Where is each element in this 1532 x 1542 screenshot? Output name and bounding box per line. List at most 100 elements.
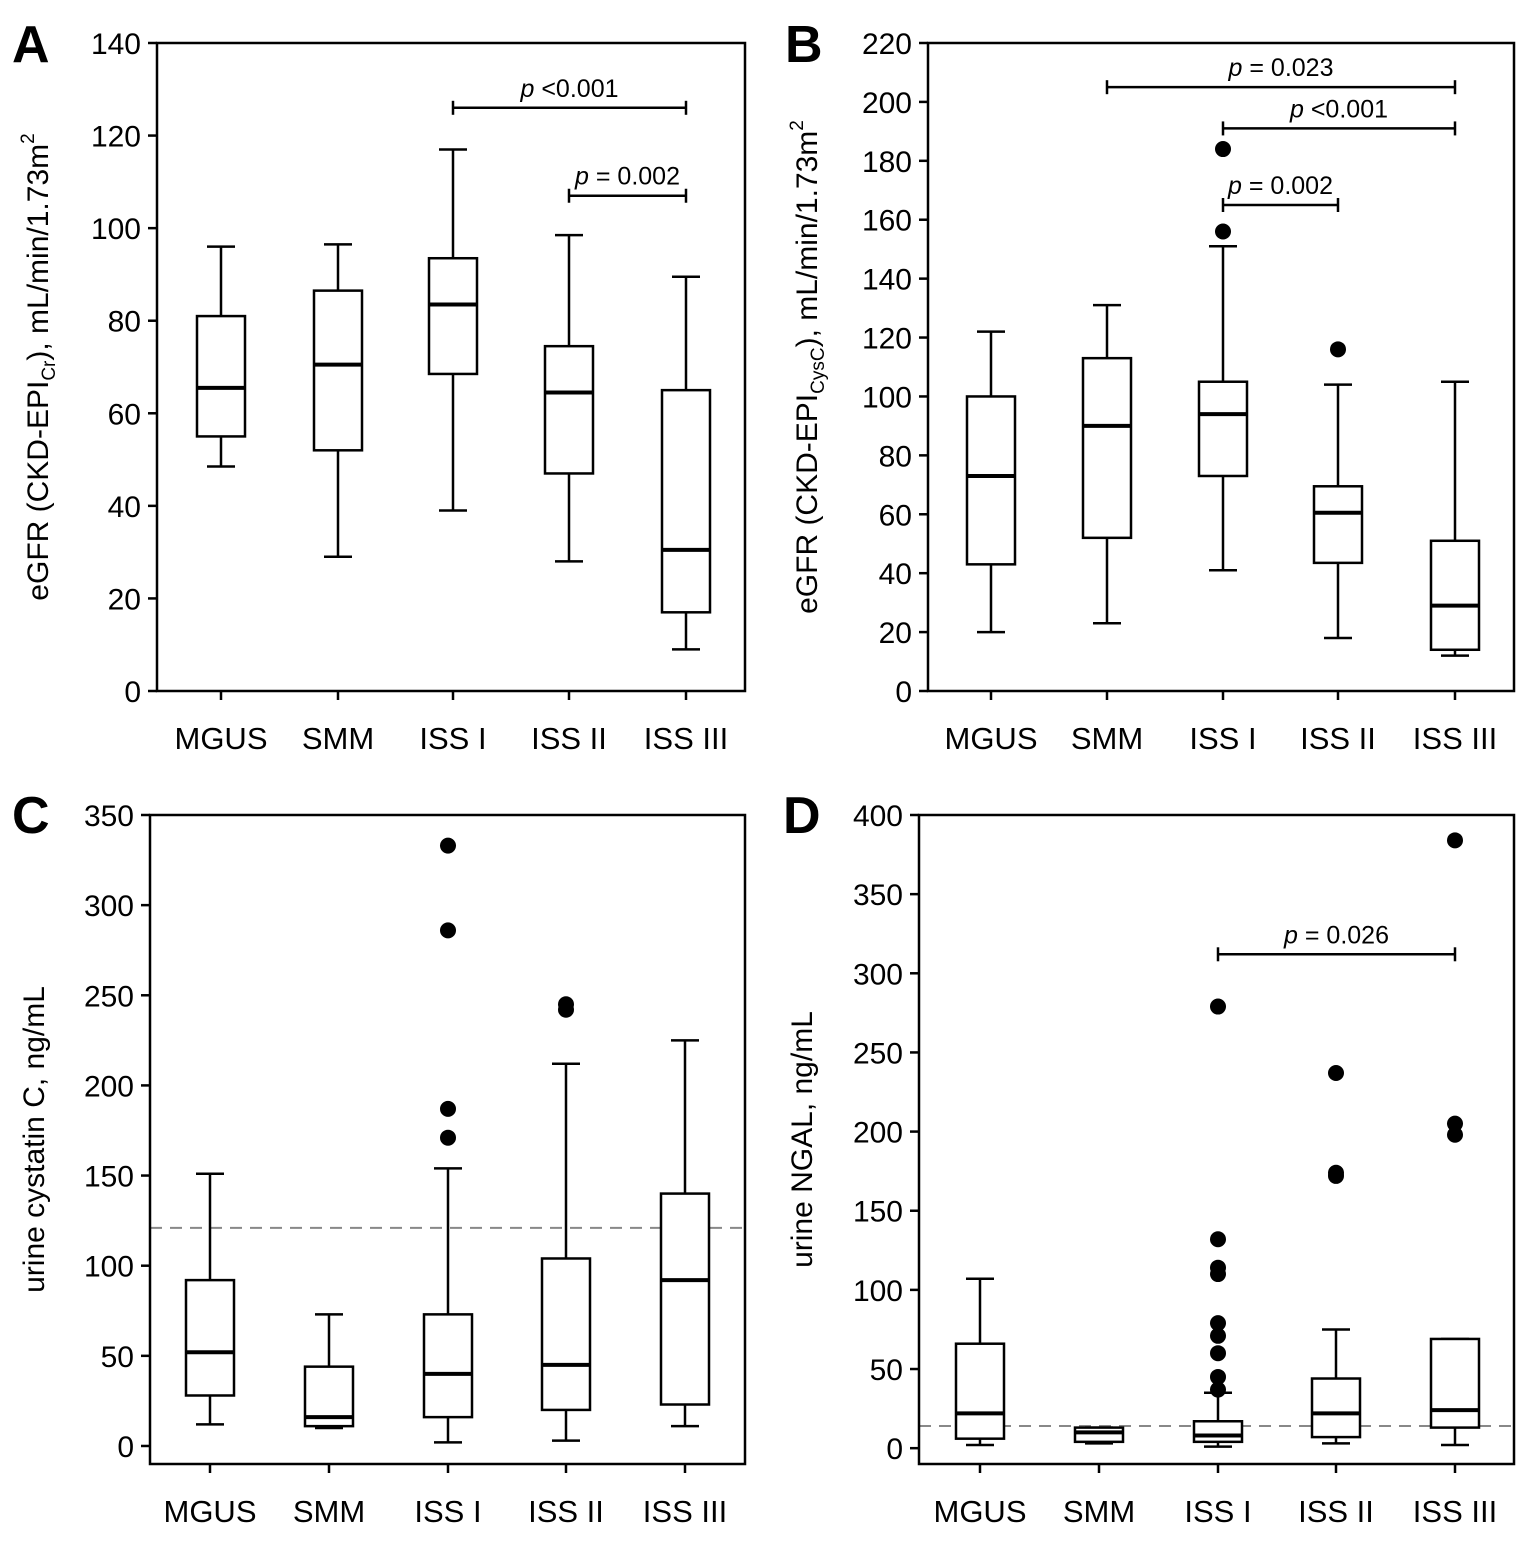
outlier-point <box>1210 1381 1226 1398</box>
panel-d: D 0 50 100 150 200 250 300 350 400 MGUS SMM ISS I ISS… <box>783 787 1516 1529</box>
y-tick-label: 200 <box>853 1117 903 1150</box>
y-tick-label: 400 <box>853 800 903 833</box>
outlier-point <box>1210 1327 1226 1344</box>
outlier-point <box>440 922 456 939</box>
y-tick-label: 300 <box>853 958 903 991</box>
outlier-point <box>1210 998 1226 1015</box>
panel-a: A 0 20 40 60 80 100 120 140 MGUS SMM ISS I ISS II ISS… <box>12 16 747 756</box>
outlier-point <box>1210 1259 1226 1276</box>
x-category-label: SMM <box>1063 1494 1135 1529</box>
outlier-point <box>1215 141 1231 158</box>
iqr-box <box>1197 380 1249 478</box>
x-category-label: ISS I <box>1189 721 1256 756</box>
box-iss-i <box>427 148 479 512</box>
iqr-box <box>660 388 712 614</box>
outlier-point <box>440 837 456 854</box>
significance-bracket: p = 0.026 <box>1216 921 1457 962</box>
iqr-box <box>659 1192 711 1406</box>
panel-letter: C <box>12 787 50 845</box>
outlier-point <box>1328 1164 1344 1181</box>
box-iss-i <box>422 837 474 1444</box>
x-category-label: ISS III <box>1413 721 1497 756</box>
outlier-point <box>1210 1315 1226 1332</box>
panel-letter: D <box>783 787 821 845</box>
iqr-box <box>195 314 247 438</box>
outlier-point <box>1210 1368 1226 1385</box>
iqr-box <box>1429 1337 1481 1429</box>
y-tick-label: 50 <box>870 1354 903 1387</box>
y-tick-label: 300 <box>84 890 134 923</box>
x-category-label: MGUS <box>934 1494 1027 1529</box>
y-tick-label: 160 <box>862 205 912 238</box>
outlier-point <box>440 1129 456 1146</box>
y-tick-label: 140 <box>91 28 141 61</box>
y-tick-label: 350 <box>84 800 134 833</box>
y-tick-label: 150 <box>84 1161 134 1194</box>
y-tick-label: 100 <box>91 213 141 246</box>
y-tick-label: 40 <box>108 491 141 524</box>
p-value-label: p = 0.026 <box>1283 921 1389 949</box>
iqr-box <box>422 1313 474 1419</box>
significance-bracket: p <0.001 <box>451 75 688 115</box>
x-category-label: ISS III <box>643 1494 727 1529</box>
p-value-label: p <0.001 <box>519 75 618 103</box>
x-category-label: MGUS <box>945 721 1038 756</box>
y-tick-label: 60 <box>879 499 912 532</box>
p-value-label: p = 0.002 <box>574 163 680 191</box>
iqr-box <box>954 1342 1006 1440</box>
iqr-box <box>1429 539 1481 652</box>
iqr-box <box>540 1257 592 1412</box>
outlier-point <box>1210 1345 1226 1362</box>
x-category-label: ISS III <box>1413 1494 1497 1529</box>
panel-letter: B <box>785 16 823 74</box>
box-iss-i <box>1192 998 1244 1448</box>
outlier-point <box>1215 223 1231 240</box>
plot-frame <box>917 813 1516 1466</box>
y-tick-label: 40 <box>879 558 912 591</box>
y-tick-label: 100 <box>853 1275 903 1308</box>
x-category-label: ISS I <box>419 721 486 756</box>
iqr-box <box>312 289 364 452</box>
x-category-label: ISS II <box>1298 1494 1374 1529</box>
x-category-label: MGUS <box>175 721 268 756</box>
panel-letter: A <box>12 16 50 74</box>
box-mgus <box>954 1277 1006 1447</box>
outlier-point <box>1447 1126 1463 1143</box>
outlier-point <box>1447 1115 1463 1132</box>
significance-bracket: p <0.001 <box>1221 95 1457 136</box>
x-category-label: ISS I <box>414 1494 481 1529</box>
box-smm <box>303 1313 355 1430</box>
outlier-point <box>1330 341 1346 358</box>
x-category-label: ISS I <box>1184 1494 1251 1529</box>
y-tick-label: 200 <box>84 1070 134 1103</box>
box-iss-iii <box>659 1039 711 1428</box>
box-iss-ii <box>1312 341 1364 640</box>
plot-frame <box>155 41 747 693</box>
y-tick-label: 140 <box>862 264 912 297</box>
y-tick-label: 200 <box>862 87 912 120</box>
p-value-label: p = 0.023 <box>1228 54 1334 82</box>
x-category-label: SMM <box>1071 721 1143 756</box>
y-tick-label: 150 <box>853 1196 903 1229</box>
p-value-label: p = 0.002 <box>1227 172 1333 200</box>
box-iss-iii <box>1429 380 1481 657</box>
box-iss-ii <box>543 233 595 563</box>
y-tick-label: 180 <box>862 146 912 179</box>
significance-bracket: p = 0.023 <box>1105 54 1457 95</box>
box-iss-iii <box>660 275 712 651</box>
box-mgus <box>965 330 1017 634</box>
y-axis-label: eGFR (CKD-EPICysC), mL/min/1.73m2 <box>787 120 829 614</box>
outlier-point <box>1328 1065 1344 1082</box>
box-iss-iii <box>1429 832 1481 1447</box>
iqr-box <box>965 395 1017 566</box>
iqr-box <box>543 344 595 475</box>
y-tick-label: 0 <box>117 1431 134 1464</box>
iqr-box <box>1192 1420 1244 1444</box>
y-tick-label: 60 <box>108 398 141 431</box>
y-axis-label: eGFR (CKD-EPICr), mL/min/1.73m2 <box>18 133 60 600</box>
y-tick-label: 0 <box>886 1433 903 1466</box>
x-category-label: SMM <box>302 721 374 756</box>
x-category-label: MGUS <box>164 1494 257 1529</box>
iqr-box <box>1312 485 1364 565</box>
